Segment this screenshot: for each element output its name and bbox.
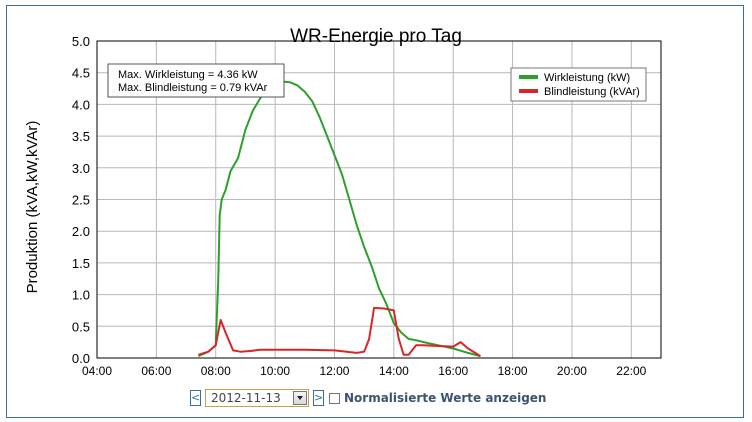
previous-day-button[interactable]: < [190, 390, 201, 406]
chart-title: WR-Energie pro Tag [290, 26, 462, 47]
x-tick-label: 08:00 [201, 364, 231, 378]
series-lines [197, 80, 481, 358]
normalize-checkbox[interactable] [329, 392, 340, 404]
annotation-box: Max. Wirkleistung = 4.36 kW Max. Blindle… [107, 63, 285, 98]
x-tick-label: 04:00 [82, 364, 112, 378]
x-tick-label: 20:00 [557, 364, 587, 378]
next-day-button[interactable]: > [313, 390, 324, 406]
legend-label-wirkleistung: Wirkleistung (kW) [544, 72, 630, 84]
annotation-max-wirkleistung: Max. Wirkleistung = 4.36 kW [118, 69, 258, 81]
y-tick-label: 1.5 [72, 256, 90, 271]
y-tick-label: 2.0 [72, 224, 90, 239]
y-tick-labels: 0.0 0.5 1.0 1.5 2.0 2.5 3.0 3.5 4.0 4.5 5.0 [72, 34, 90, 366]
normalize-label[interactable]: Normalisierte Werte anzeigen [344, 391, 547, 405]
x-tick-label: 22:00 [616, 364, 646, 378]
x-tick-label: 16:00 [438, 364, 468, 378]
y-tick-label: 2.5 [72, 193, 90, 208]
x-tick-label: 18:00 [498, 364, 528, 378]
date-select[interactable]: 2012-11-13 [205, 389, 309, 407]
y-tick-label: 1.0 [72, 288, 90, 303]
plot-border [96, 40, 662, 359]
chevron-down-icon[interactable] [293, 391, 307, 405]
x-tick-label: 12:00 [319, 364, 349, 378]
y-tick-label: 5.0 [72, 34, 90, 49]
y-tick-label: 4.5 [72, 66, 90, 81]
annotation-max-blindleistung: Max. Blindleistung = 0.79 kVAr [118, 82, 268, 94]
y-tick-label: 4.0 [72, 97, 90, 112]
series-line-blindleistung [198, 306, 481, 357]
y-tick-label: 0.0 [72, 351, 90, 366]
y-tick-label: 3.5 [72, 129, 90, 144]
x-tick-label: 14:00 [379, 364, 409, 378]
date-value: 2012-11-13 [211, 391, 281, 405]
y-axis-label: Produktion (kVA,kW,kVAr) [24, 121, 41, 294]
y-tick-label: 3.0 [72, 161, 90, 176]
legend: Wirkleistung (kW) Blindleistung (kVAr) [510, 67, 647, 102]
date-controls: < 2012-11-13 > Normalisierte Werte anzei… [190, 388, 546, 408]
series-line-wirkleistung [197, 80, 481, 358]
legend-label-blindleistung: Blindleistung (kVAr) [544, 86, 640, 98]
x-tick-label: 10:00 [260, 364, 290, 378]
x-tick-labels: 04:00 06:00 08:00 10:00 12:00 14:00 16:00 18:00… [82, 364, 647, 378]
y-tick-label: 0.5 [72, 319, 90, 334]
x-tick-label: 06:00 [141, 364, 171, 378]
